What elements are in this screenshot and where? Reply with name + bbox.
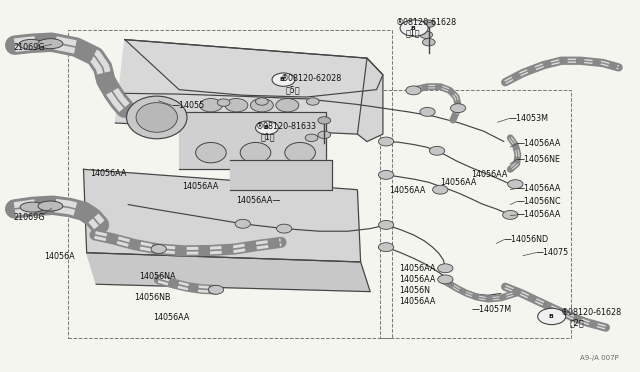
Text: ®08120-61628: ®08120-61628 xyxy=(396,19,457,28)
Circle shape xyxy=(318,131,331,138)
Polygon shape xyxy=(83,169,360,262)
Circle shape xyxy=(151,244,166,253)
Text: 14056AA: 14056AA xyxy=(399,275,435,284)
Text: —14055: —14055 xyxy=(172,101,205,110)
Text: —14056NC: —14056NC xyxy=(516,197,561,206)
Polygon shape xyxy=(357,58,383,141)
Text: —14056AA: —14056AA xyxy=(516,211,561,219)
Polygon shape xyxy=(115,39,367,134)
Text: 14056A: 14056A xyxy=(44,252,75,261)
Ellipse shape xyxy=(38,201,63,211)
Ellipse shape xyxy=(38,39,63,49)
Text: —14056AA: —14056AA xyxy=(516,139,561,148)
Circle shape xyxy=(276,224,292,233)
Circle shape xyxy=(378,170,394,179)
Circle shape xyxy=(429,146,445,155)
Text: ®08120-81633: ®08120-81633 xyxy=(255,122,317,131)
Text: 14056NA: 14056NA xyxy=(140,272,176,281)
Circle shape xyxy=(422,20,435,28)
Text: 21069G: 21069G xyxy=(13,213,45,222)
Text: 14056AA: 14056AA xyxy=(471,170,507,179)
Circle shape xyxy=(272,73,295,86)
Text: 14056N: 14056N xyxy=(399,286,430,295)
Text: B: B xyxy=(263,125,268,130)
Circle shape xyxy=(451,104,466,113)
Text: —14053M: —14053M xyxy=(509,114,549,123)
Ellipse shape xyxy=(285,142,316,163)
Circle shape xyxy=(235,219,250,228)
Circle shape xyxy=(255,98,268,105)
Circle shape xyxy=(422,38,435,46)
Polygon shape xyxy=(86,253,370,292)
Circle shape xyxy=(217,99,230,106)
Circle shape xyxy=(420,31,433,38)
Circle shape xyxy=(508,180,523,189)
Text: 14056AA: 14056AA xyxy=(389,186,426,195)
Text: ®08120-62028: ®08120-62028 xyxy=(281,74,342,83)
Text: 14056NB: 14056NB xyxy=(134,293,171,302)
Circle shape xyxy=(538,308,566,325)
Circle shape xyxy=(250,99,273,112)
Circle shape xyxy=(276,99,299,112)
Text: B: B xyxy=(548,314,553,319)
Ellipse shape xyxy=(136,103,177,132)
Circle shape xyxy=(400,20,428,36)
Ellipse shape xyxy=(20,202,45,212)
Text: 14056AA: 14056AA xyxy=(182,182,219,190)
Circle shape xyxy=(307,98,319,105)
Text: B: B xyxy=(280,77,285,82)
Text: （1）: （1） xyxy=(405,29,420,38)
Text: ®08120-61628: ®08120-61628 xyxy=(561,308,622,317)
Circle shape xyxy=(378,137,394,146)
Circle shape xyxy=(420,108,435,116)
Ellipse shape xyxy=(240,142,271,163)
Circle shape xyxy=(378,243,394,251)
Text: 14056AA: 14056AA xyxy=(440,178,477,187)
Text: —14075: —14075 xyxy=(536,248,569,257)
Circle shape xyxy=(438,275,453,284)
Polygon shape xyxy=(230,160,332,190)
Text: —14056ND: —14056ND xyxy=(504,235,549,244)
Circle shape xyxy=(502,211,518,219)
Circle shape xyxy=(255,121,278,135)
Text: （5）: （5） xyxy=(286,85,301,94)
Circle shape xyxy=(406,86,421,95)
Circle shape xyxy=(305,134,318,141)
Ellipse shape xyxy=(196,142,226,163)
Text: —14056NE: —14056NE xyxy=(516,155,561,164)
Text: —14056AA: —14056AA xyxy=(516,184,561,193)
Circle shape xyxy=(225,99,248,112)
Circle shape xyxy=(378,221,394,230)
Circle shape xyxy=(438,264,453,273)
Text: A9-/A 007P: A9-/A 007P xyxy=(580,355,619,361)
Circle shape xyxy=(433,185,448,194)
Text: （2）: （2） xyxy=(570,318,584,327)
Bar xyxy=(380,90,571,338)
Text: 14056AA: 14056AA xyxy=(399,264,435,273)
Text: 14056AA: 14056AA xyxy=(90,169,126,177)
Text: 14056AA: 14056AA xyxy=(154,313,190,322)
Text: 14056AA—: 14056AA— xyxy=(236,196,281,205)
Text: 21069G: 21069G xyxy=(13,42,45,51)
Circle shape xyxy=(200,99,222,112)
Text: （1）: （1） xyxy=(260,132,275,142)
Ellipse shape xyxy=(127,96,187,139)
Text: B: B xyxy=(410,26,415,31)
Circle shape xyxy=(318,117,331,124)
Text: —14057M: —14057M xyxy=(472,305,512,314)
Bar xyxy=(68,31,392,338)
Polygon shape xyxy=(125,39,383,97)
Ellipse shape xyxy=(19,39,44,49)
Circle shape xyxy=(209,285,223,294)
Text: 14056AA: 14056AA xyxy=(399,297,435,306)
Polygon shape xyxy=(179,112,326,169)
